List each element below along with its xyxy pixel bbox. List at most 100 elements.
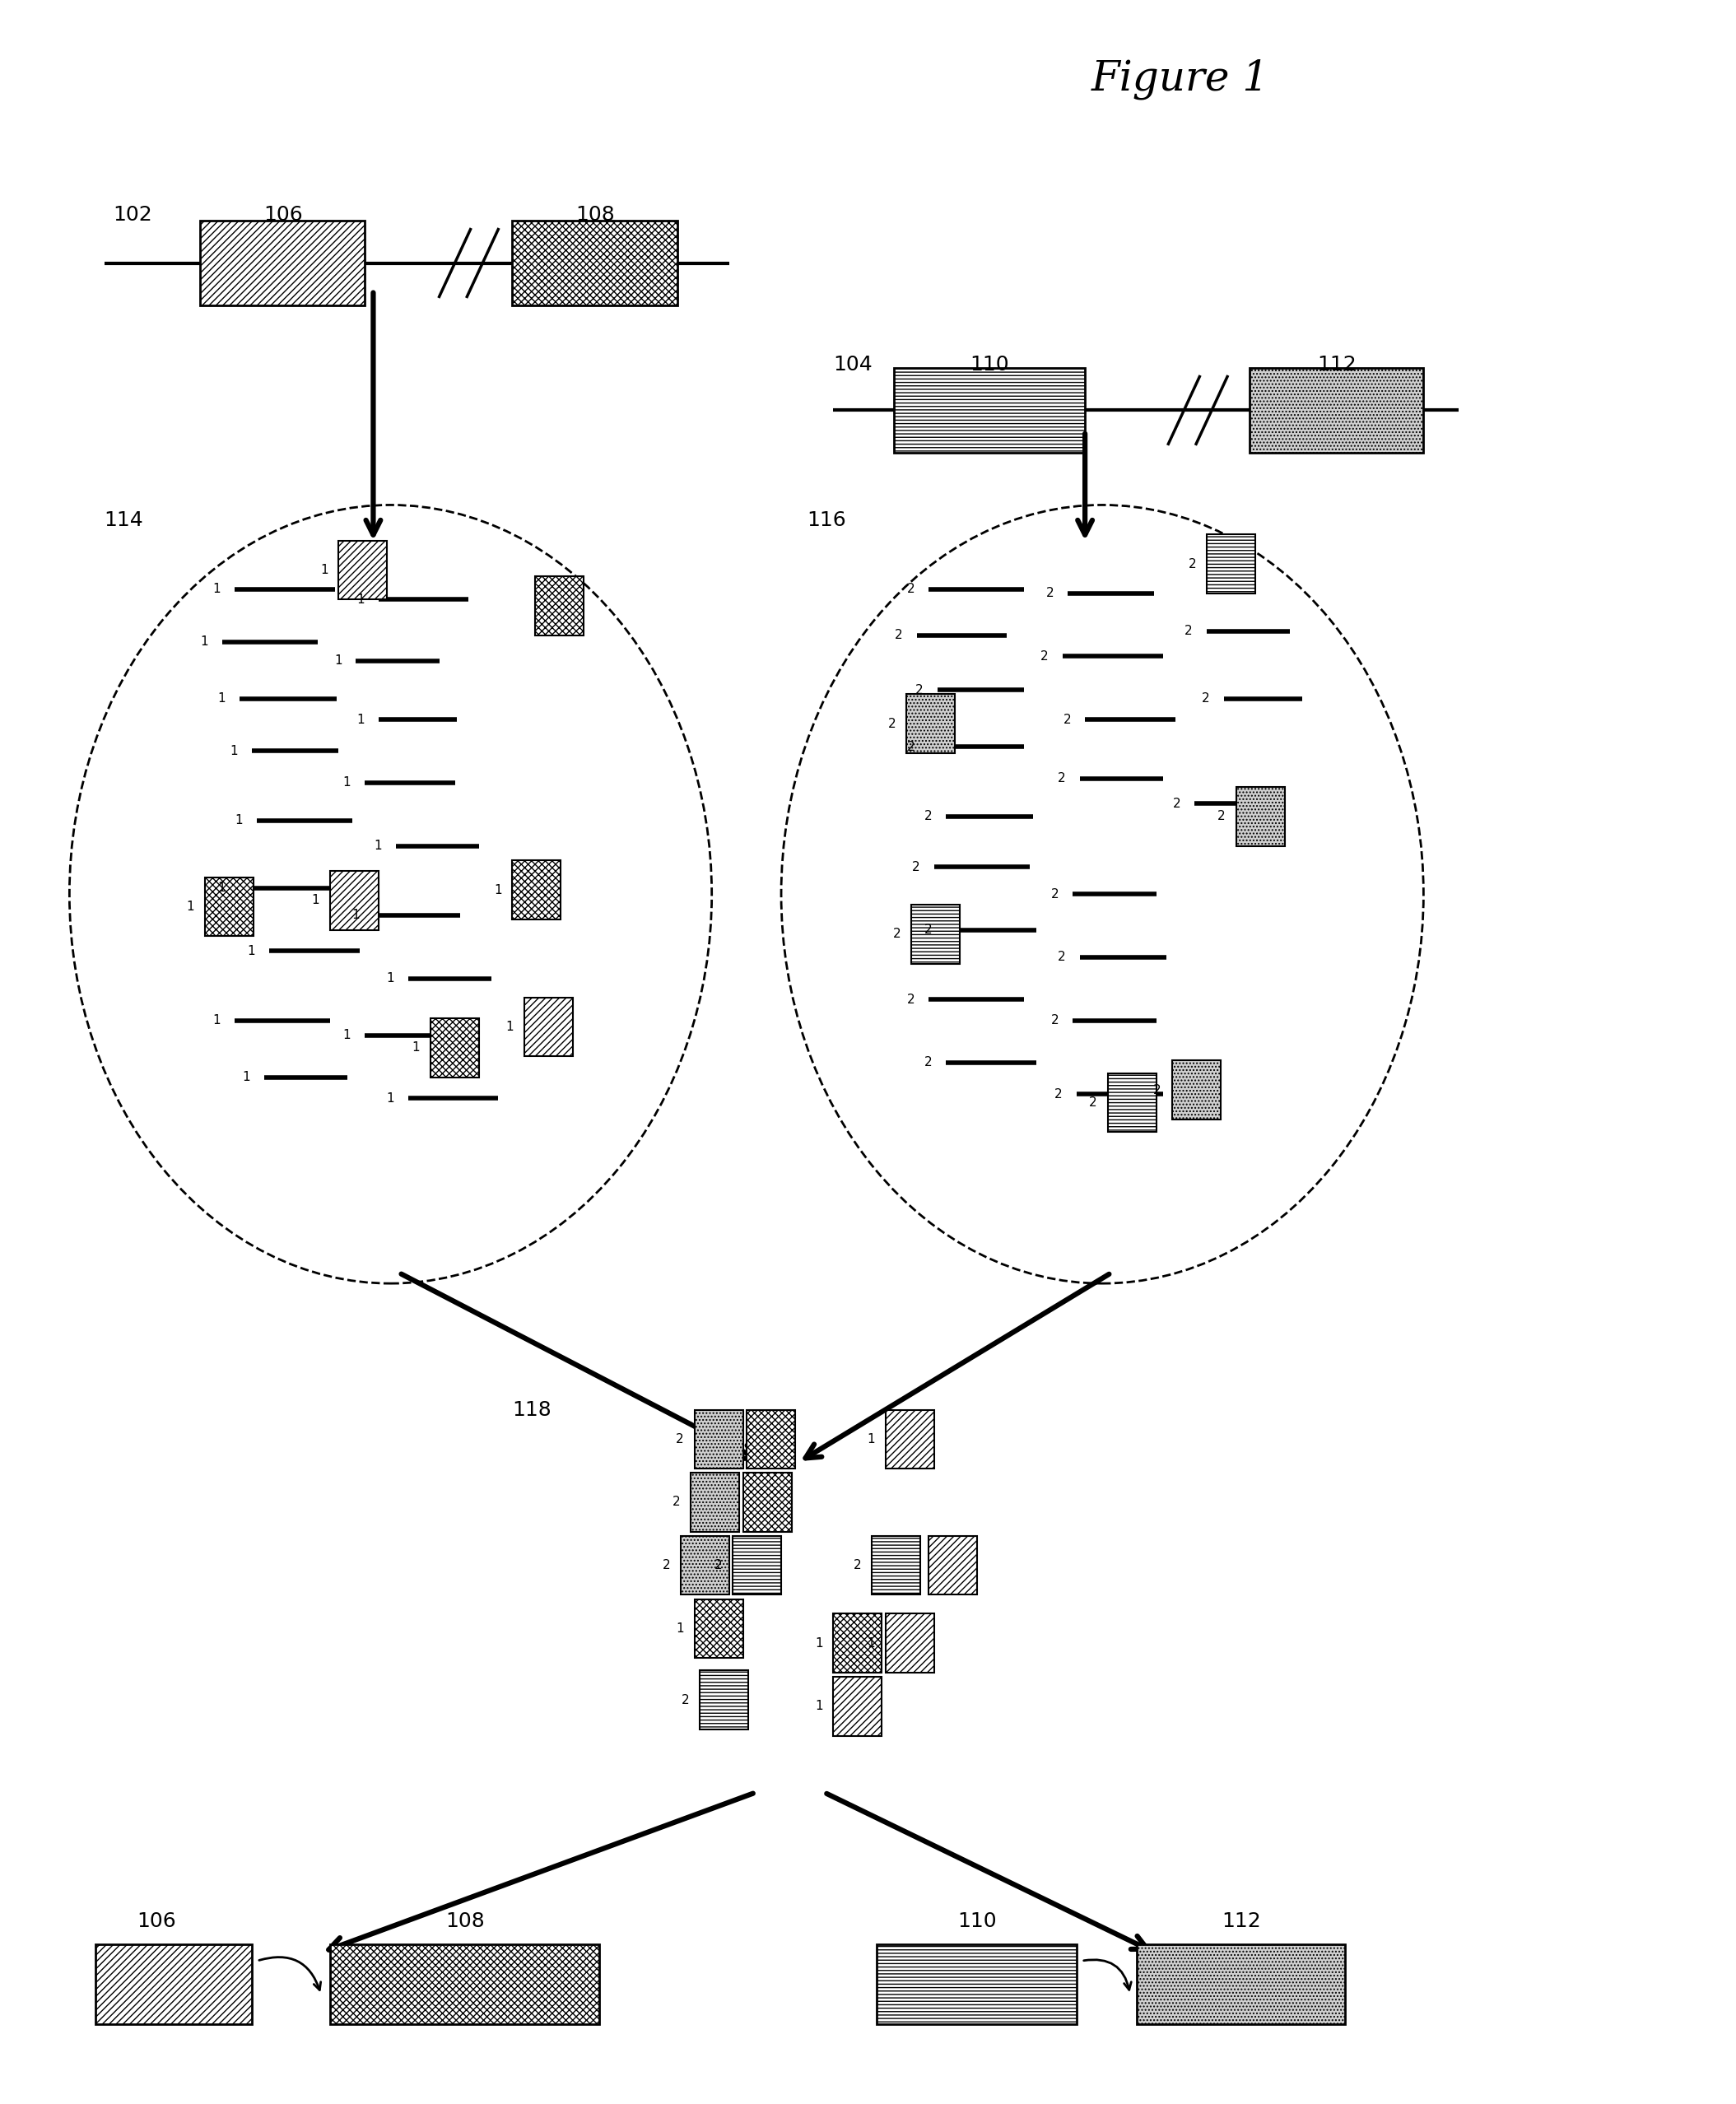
Text: 2: 2 [675,1433,684,1445]
Bar [694,1599,743,1658]
Text: 2: 2 [1187,558,1196,570]
Text: 2: 2 [924,1056,932,1069]
Text: 106: 106 [264,206,302,225]
Bar [431,1018,479,1077]
Text: 2: 2 [915,684,924,696]
Text: 1: 1 [411,1041,420,1054]
Bar [911,905,960,964]
Text: 2: 2 [1184,625,1193,638]
Bar [1236,787,1285,846]
Text: 1: 1 [814,1637,823,1650]
Bar [339,541,387,600]
Text: 2: 2 [1172,797,1180,810]
Bar [833,1677,882,1736]
Text: 2: 2 [1217,810,1226,823]
Text: 1: 1 [814,1700,823,1713]
Text: 1: 1 [342,1029,351,1041]
Text: Figure 1: Figure 1 [1092,59,1269,99]
Text: 106: 106 [137,1913,175,1931]
Text: 1: 1 [241,1071,250,1084]
Text: 2: 2 [1057,772,1066,785]
Text: 1: 1 [229,745,238,757]
Bar [694,1410,743,1469]
Text: 1: 1 [373,839,382,852]
Text: 2: 2 [892,928,901,940]
Bar [906,694,955,753]
Text: 1: 1 [333,654,342,667]
Text: 1: 1 [866,1433,875,1445]
Text: 2: 2 [906,993,915,1006]
Text: 1: 1 [200,635,208,648]
Text: 1: 1 [505,1020,514,1033]
Text: 102: 102 [113,206,153,225]
Bar [743,1473,792,1532]
Text: 1: 1 [217,692,226,705]
Bar [512,221,677,305]
Text: 2: 2 [661,1559,670,1572]
Text: 2: 2 [924,810,932,823]
Bar [871,1536,920,1595]
Text: 1: 1 [493,884,502,896]
Bar [95,1944,252,2024]
Text: 108: 108 [446,1913,484,1931]
Text: 2: 2 [906,741,915,753]
Text: 1: 1 [351,909,359,922]
Bar [512,861,561,919]
Text: 2: 2 [887,717,896,730]
Text: 2: 2 [1057,951,1066,964]
Text: 1: 1 [186,901,194,913]
Bar [200,221,365,305]
Bar [885,1614,934,1673]
Text: 1: 1 [212,1014,220,1027]
Text: 1: 1 [342,776,351,789]
Bar [681,1536,729,1595]
Text: 110: 110 [970,356,1009,375]
Bar [1250,368,1424,452]
Text: 2: 2 [1050,888,1059,901]
Bar [524,997,573,1056]
Bar [535,576,583,635]
Text: 110: 110 [958,1913,996,1931]
Bar [746,1410,795,1469]
Text: 2: 2 [672,1496,681,1509]
Text: 108: 108 [576,206,615,225]
Text: 1: 1 [866,1637,875,1650]
Text: 2: 2 [1062,713,1071,726]
Text: 1: 1 [356,593,365,606]
Text: 2: 2 [1050,1014,1059,1027]
Text: 118: 118 [512,1399,552,1420]
Text: 112: 112 [1222,1913,1260,1931]
Bar [1108,1073,1156,1132]
Text: 1: 1 [319,564,328,576]
Text: 2: 2 [681,1694,689,1706]
Bar [877,1944,1076,2024]
Text: 2: 2 [911,861,920,873]
Text: 2: 2 [924,924,932,936]
Bar [1172,1060,1220,1119]
Text: 1: 1 [356,713,365,726]
Text: 2: 2 [906,583,915,595]
Bar [330,871,378,930]
Text: 1: 1 [385,1092,394,1105]
Text: 114: 114 [104,511,144,530]
Bar [733,1536,781,1595]
Bar [833,1614,882,1673]
Text: 116: 116 [807,511,847,530]
Text: 112: 112 [1318,356,1356,375]
Bar [1137,1944,1345,2024]
Text: 2: 2 [1153,1084,1161,1096]
Text: 2: 2 [894,629,903,642]
Text: 1: 1 [217,882,226,894]
Text: 2: 2 [1088,1096,1097,1109]
Text: 1: 1 [212,583,220,595]
Text: 2: 2 [713,1559,722,1572]
Text: 1: 1 [311,894,319,907]
Bar [700,1671,748,1729]
Bar [1207,534,1255,593]
Bar [205,877,253,936]
Text: 2: 2 [1045,587,1054,600]
Text: 1: 1 [385,972,394,985]
Bar [691,1473,740,1532]
Bar [929,1536,977,1595]
Bar [894,368,1085,452]
